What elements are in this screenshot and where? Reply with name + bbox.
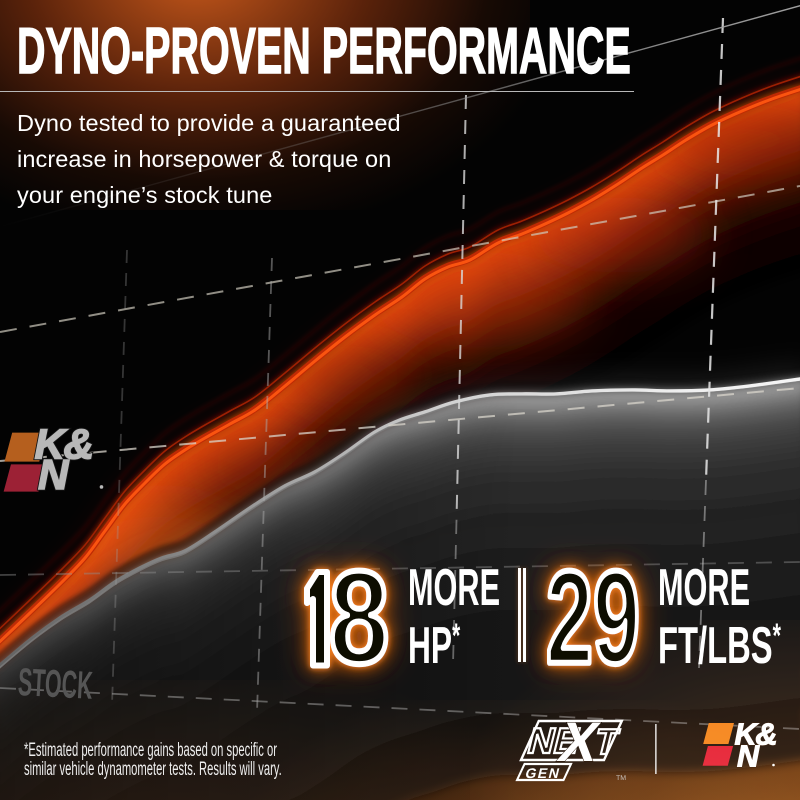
svg-text:N: N bbox=[38, 452, 70, 499]
svg-text:N: N bbox=[737, 740, 760, 774]
svg-text:TM: TM bbox=[616, 775, 626, 782]
svg-text:N: N bbox=[38, 452, 70, 499]
svg-text:29: 29 bbox=[546, 544, 640, 691]
svg-text:K&: K& bbox=[35, 421, 93, 468]
svg-text:8: 8 bbox=[329, 544, 389, 691]
svg-text:K&: K& bbox=[35, 421, 93, 468]
